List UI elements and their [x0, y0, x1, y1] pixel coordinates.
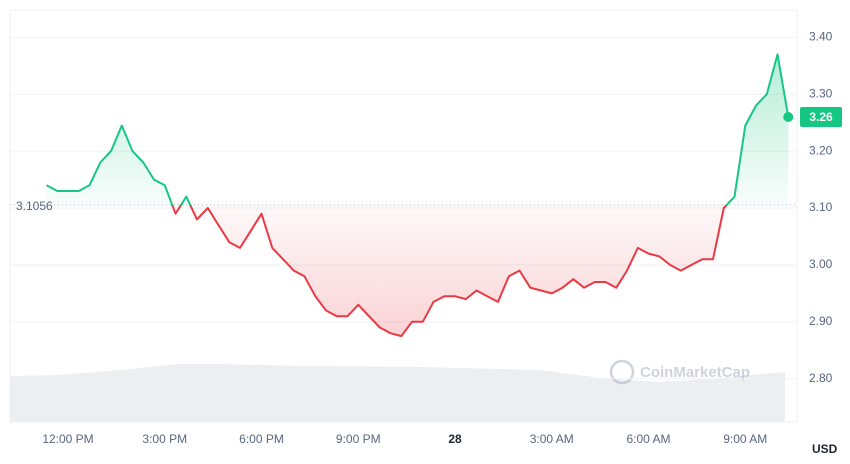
y-tick-label: 3.30 [809, 86, 833, 100]
y-tick-label: 3.40 [809, 29, 833, 43]
price-tag [800, 106, 842, 127]
price-line [46, 53, 790, 338]
x-tick-label: 3:00 AM [530, 432, 574, 446]
y-tick-label: 3.10 [809, 200, 833, 214]
area [46, 54, 789, 337]
baseline-label: 3.1056 [16, 199, 53, 213]
watermark: CoinMarketCap [609, 359, 750, 385]
last-point [783, 111, 794, 122]
y-tick-label: 2.90 [809, 314, 833, 328]
x-tick-label: 9:00 AM [723, 432, 767, 446]
x-tick-label: 12:00 PM [42, 432, 93, 446]
y-tick-label: 3.00 [809, 257, 833, 271]
x-tick-label: 9:00 PM [336, 432, 381, 446]
x-tick-label: 6:00 PM [239, 432, 284, 446]
x-tick-label: 3:00 PM [142, 432, 187, 446]
x-tick-label: 28 [448, 432, 462, 446]
x-tick-label: 6:00 AM [626, 432, 670, 446]
watermark-text: CoinMarketCap [640, 364, 750, 381]
unit-label: USD [812, 442, 838, 456]
y-tick-label: 3.20 [809, 143, 833, 157]
y-tick-label: 2.80 [809, 371, 833, 385]
price-tag-label: 3.26 [809, 110, 833, 124]
